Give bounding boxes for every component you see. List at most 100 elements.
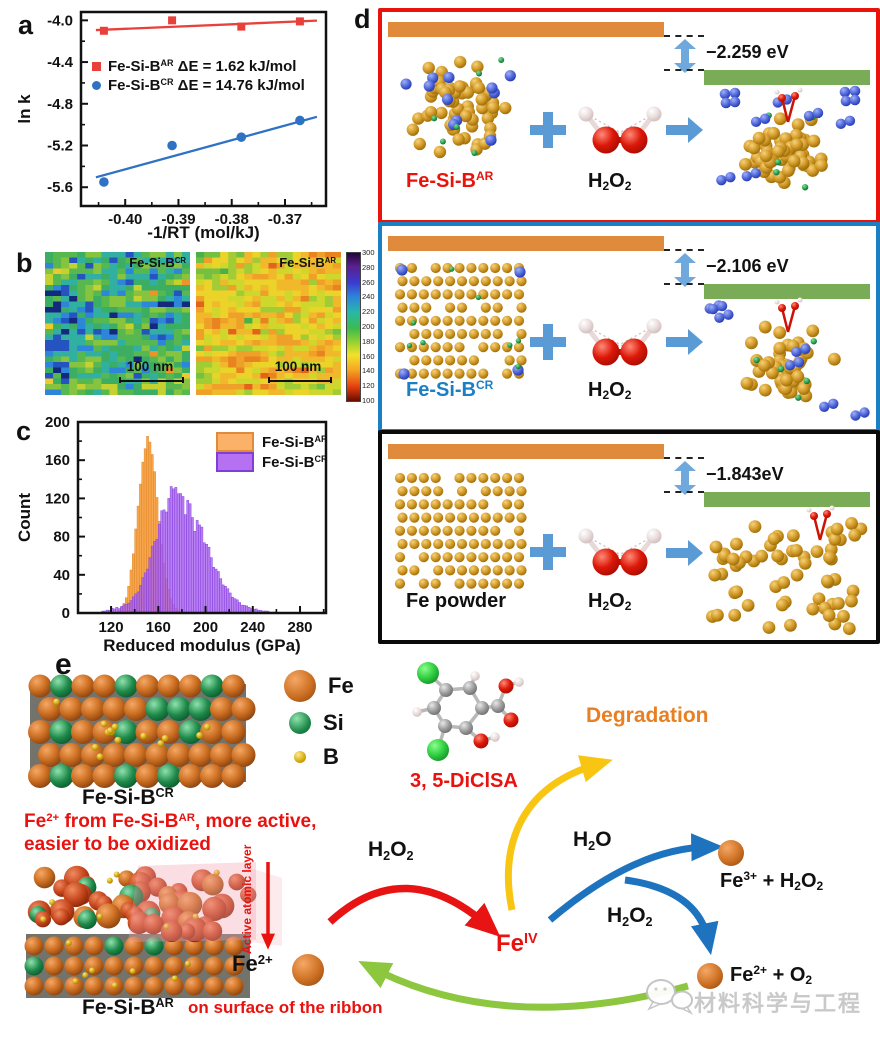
recycle-green-arrow (358, 960, 689, 1011)
h2o2-molecule (578, 318, 662, 366)
h2o2-label: H2O2 (588, 379, 632, 403)
reaction-arrow (666, 540, 703, 566)
svg-text:-5.2: -5.2 (47, 138, 73, 155)
energy-level-bar-bottom (704, 284, 870, 299)
hist-legend-ar: Fe-Si-BAR (216, 432, 328, 452)
active-layer-text: Active atomic layer (240, 844, 254, 954)
product-cluster-model (716, 85, 861, 191)
svg-text:-0.38: -0.38 (215, 211, 249, 228)
svg-text:Reduced modulus (GPa): Reduced modulus (GPa) (103, 636, 300, 655)
plus-sign (530, 324, 566, 360)
h2o2-label: H2O2 (588, 170, 632, 194)
svg-text:160: 160 (146, 619, 171, 636)
energy-level-bar-top (388, 236, 664, 251)
h2o2-molecule (578, 528, 662, 576)
colorbar-ticks: 300 280 260 240 220 200 180 160 140 120 100 (362, 248, 380, 405)
svg-text:280: 280 (288, 619, 313, 636)
plus-sign (530, 112, 566, 148)
colorbar-tick: 260 (362, 277, 375, 287)
svg-text:-5.6: -5.6 (47, 179, 73, 196)
reaction-box-ar: −2.259 eV Fe-Si-BAR H2O2 (378, 8, 880, 224)
svg-text:200: 200 (45, 414, 70, 431)
note-line1: Fe2+ from Fe-Si-BAR, more active, (24, 811, 317, 832)
atomic-cluster-model (400, 55, 516, 159)
colorbar-tick: 240 (362, 292, 375, 302)
colorbar-tick: 120 (362, 381, 375, 391)
energy-level-bar-bottom (704, 70, 870, 85)
energy-gap-arrow (674, 461, 696, 495)
fe-sphere-icon (284, 670, 316, 702)
material-label: Fe powder (406, 590, 507, 612)
on-surface-text: on surface of the ribbon (188, 998, 383, 1017)
dash-line-top (664, 457, 704, 459)
panel-e-label: e (55, 648, 72, 681)
si-sphere-icon (289, 712, 311, 734)
adsorption-energy-value: −2.106 eV (706, 256, 789, 276)
panel-d-label: d (354, 4, 371, 34)
modulus-map-ar (196, 252, 341, 395)
svg-text:120: 120 (99, 619, 124, 636)
reaction-box-fe: −1.843eV Fe powder H2O2 (378, 430, 880, 644)
watermark-text: 材料科学与工程 (694, 991, 863, 1016)
h2o2-molecule (578, 106, 662, 154)
ribbon-model-cr (28, 674, 256, 788)
cr-ribbon-label: Fe-Si-BCR (82, 786, 174, 809)
energy-level-bar-top (388, 444, 664, 459)
plus-sign (530, 534, 566, 570)
dash-line-bottom (664, 491, 704, 493)
map-label-cr: Fe-Si-BCR (129, 255, 186, 270)
colorbar-tick: 100 (362, 396, 375, 405)
colorbar-tick: 140 (362, 366, 375, 376)
dash-line-bottom (664, 69, 704, 71)
fe3-label: Fe3+ + H2O2 (720, 869, 824, 894)
hist-swatch-orange (216, 432, 254, 452)
b-sphere-icon (294, 751, 306, 763)
svg-text:-0.37: -0.37 (268, 211, 302, 228)
panel-e: e Fe Si B Fe-Si-BCR Fe2+ from Fe-Si-BAR,… (0, 648, 880, 1038)
ribbon-model-ar (24, 862, 282, 998)
svg-text:120: 120 (45, 490, 70, 507)
svg-text:-0.39: -0.39 (161, 211, 195, 228)
scalebar-text-left: 100 nm (126, 359, 174, 374)
legend-si-label: Si (323, 710, 344, 735)
panel-a-label: a (18, 10, 34, 40)
svg-text:-4.0: -4.0 (47, 12, 73, 29)
hist-legend-label-ar: Fe-Si-BAR (262, 433, 328, 451)
fe2o2-label: Fe2+ + O2 (730, 963, 813, 988)
legend-si: Si (289, 710, 344, 736)
wechat-watermark-icon (646, 979, 694, 1015)
product-cluster-model (704, 297, 870, 421)
scalebar-text-right: 100 nm (274, 359, 322, 374)
material-label: Fe-Si-BAR (406, 169, 494, 192)
modulus-map-cr (45, 252, 190, 395)
panel-c: c 120 160 200 240 280 0 40 80 120 160 200 Reduced m… (0, 408, 352, 658)
energy-gap-arrow (674, 253, 696, 287)
reaction-arrow (666, 117, 703, 143)
energy-gap-arrow (674, 39, 696, 73)
svg-text:200: 200 (193, 619, 218, 636)
hist-legend-label-cr: Fe-Si-BCR (262, 453, 328, 471)
dash-line-top (664, 35, 704, 37)
svg-text:-4.4: -4.4 (47, 54, 74, 71)
colorbar-tick: 300 (362, 248, 375, 257)
hist-swatch-purple (216, 452, 254, 472)
atomic-cluster-model (394, 472, 527, 589)
legend-label-ar: Fe-Si-BAR ΔE = 1.62 kJ/mol (108, 57, 297, 75)
note-line2: easier to be oxidized (24, 834, 211, 855)
svg-text:-1/RT (mol/kJ): -1/RT (mol/kJ) (147, 223, 259, 242)
svg-text:ln k: ln k (15, 94, 34, 124)
panel-c-label: c (16, 416, 32, 446)
adsorption-energy-value: −1.843eV (706, 464, 784, 484)
svg-text:80: 80 (53, 529, 70, 546)
map-label-ar: Fe-Si-BAR (279, 255, 336, 270)
colorbar-tick: 220 (362, 307, 375, 317)
scalebar-left (119, 377, 184, 383)
ar-ribbon-label: Fe-Si-BAR (82, 996, 174, 1019)
fe2-label: Fe2+ (232, 951, 273, 976)
dash-line-bottom (664, 283, 704, 285)
h2o2-mid-label: H2O2 (607, 904, 653, 929)
colorbar-tick: 280 (362, 262, 375, 272)
legend-marker-circle (92, 80, 101, 90)
svg-text:0: 0 (62, 605, 70, 622)
